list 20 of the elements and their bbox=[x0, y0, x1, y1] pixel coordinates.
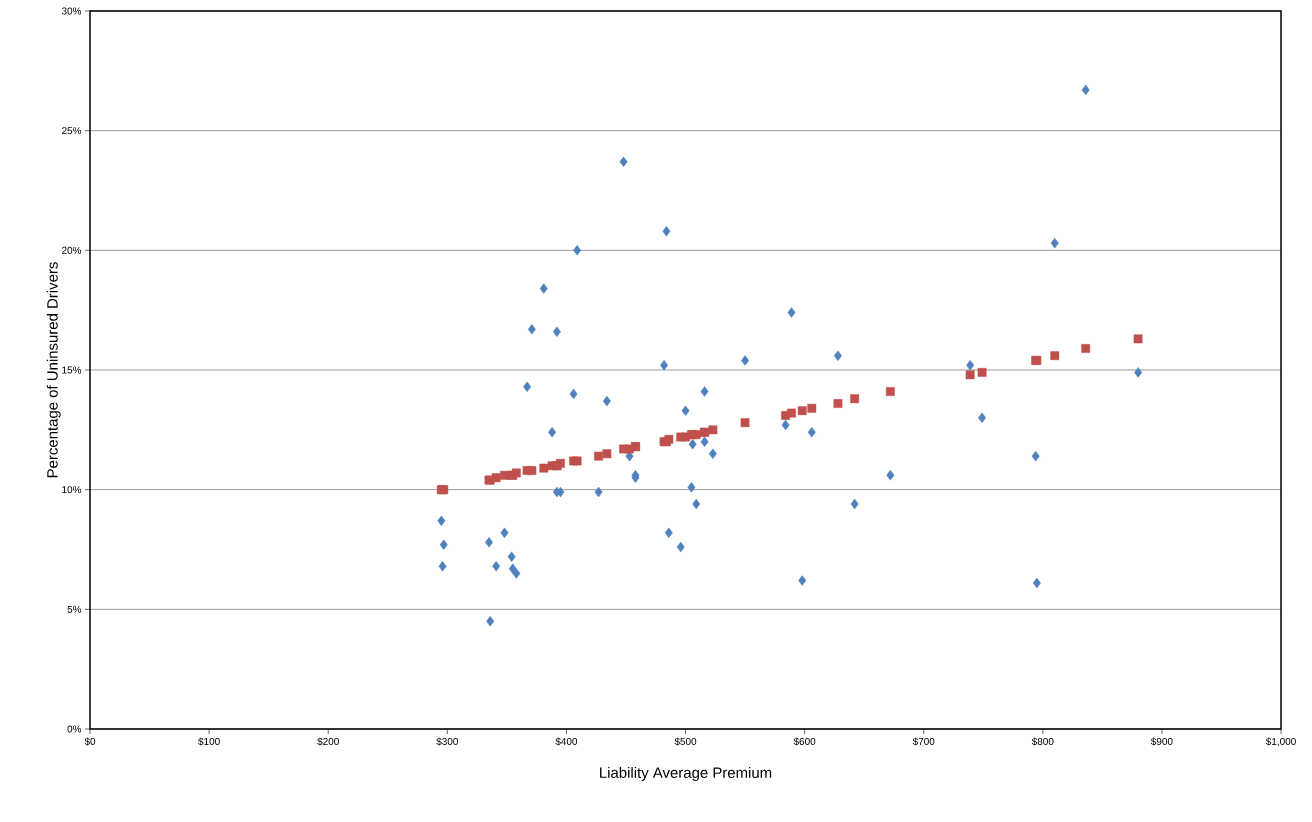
y-tick-label: 20% bbox=[62, 246, 82, 254]
y-axis-title: Percentage of Uninsured Drivers bbox=[46, 262, 61, 478]
y-tick-label: 30% bbox=[61, 7, 82, 15]
x-tick-label: $300 bbox=[436, 737, 458, 746]
x-tick-label: $800 bbox=[1031, 737, 1054, 746]
x-tick-label: $200 bbox=[317, 737, 339, 746]
y-tick-label: 0% bbox=[67, 725, 82, 733]
x-tick-label: $400 bbox=[555, 737, 578, 746]
y-tick-label: 25% bbox=[62, 127, 82, 135]
x-tick-label: $600 bbox=[793, 737, 816, 746]
y-tick-label: 10% bbox=[62, 486, 82, 494]
x-tick-label: $900 bbox=[1150, 737, 1173, 746]
x-tick-label: $0 bbox=[84, 737, 96, 746]
y-tick-label: 15% bbox=[62, 366, 82, 374]
x-tick-label: $500 bbox=[674, 737, 697, 746]
x-tick-label: $100 bbox=[198, 737, 220, 746]
y-tick-label: 5% bbox=[67, 605, 82, 613]
x-tick-label: $700 bbox=[912, 737, 935, 746]
x-tick-label: $1,000 bbox=[1265, 737, 1296, 747]
x-axis-title: Liability Average Premium bbox=[600, 767, 772, 781]
